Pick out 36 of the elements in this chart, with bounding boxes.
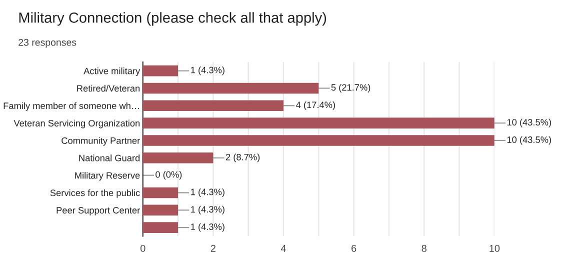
data-label: 1 (4.3%) [191, 206, 224, 214]
text: 23 responses [18, 38, 76, 48]
bar [142, 118, 494, 128]
bar [142, 222, 178, 233]
data-label: 1 (4.3%) [191, 223, 224, 232]
bar [142, 204, 178, 216]
data-label: 10 (43.5%) [507, 118, 551, 128]
data-label: 1 (4.3%) [191, 188, 224, 197]
chart-title: Military Connection (please check all that apply) [19, 12, 326, 26]
bar [142, 135, 494, 146]
y-tick-label: Military Reserve [75, 172, 140, 181]
bar [142, 65, 178, 76]
y-tick-label: Active military [84, 67, 140, 76]
bar [142, 82, 319, 94]
bar [142, 187, 178, 198]
y-tick-label: Community Partner [62, 137, 140, 146]
x-tick-label: 2 [210, 244, 216, 252]
y-tick-label: Peer Support Center [56, 207, 140, 216]
data-label: 10 (43.5%) [507, 136, 551, 145]
y-tick-label: Services for the public [50, 189, 140, 198]
data-label: 1 (4.3%) [191, 66, 224, 76]
y-tick-label: Retired/Veteran [77, 84, 140, 92]
y-tick-label: Veteran Servicing Organization [14, 120, 140, 128]
data-label: 4 (17.4%) [296, 101, 335, 110]
x-tick-label: 6 [352, 244, 356, 252]
bar [142, 100, 284, 112]
data-label: 5 (21.7%) [331, 84, 370, 92]
x-tick-label: 10 [490, 244, 500, 252]
y-tick-label: National Guard [79, 154, 140, 162]
bar [142, 152, 214, 164]
x-tick-label: 0 [140, 244, 146, 252]
y-tick-label: Family member of someone wh… [4, 102, 139, 111]
x-tick-label: 8 [422, 244, 426, 252]
x-tick-label: 4 [280, 244, 286, 252]
data-label: 0 (0%) [156, 171, 182, 180]
data-label: 2 (8.7%) [226, 154, 260, 162]
